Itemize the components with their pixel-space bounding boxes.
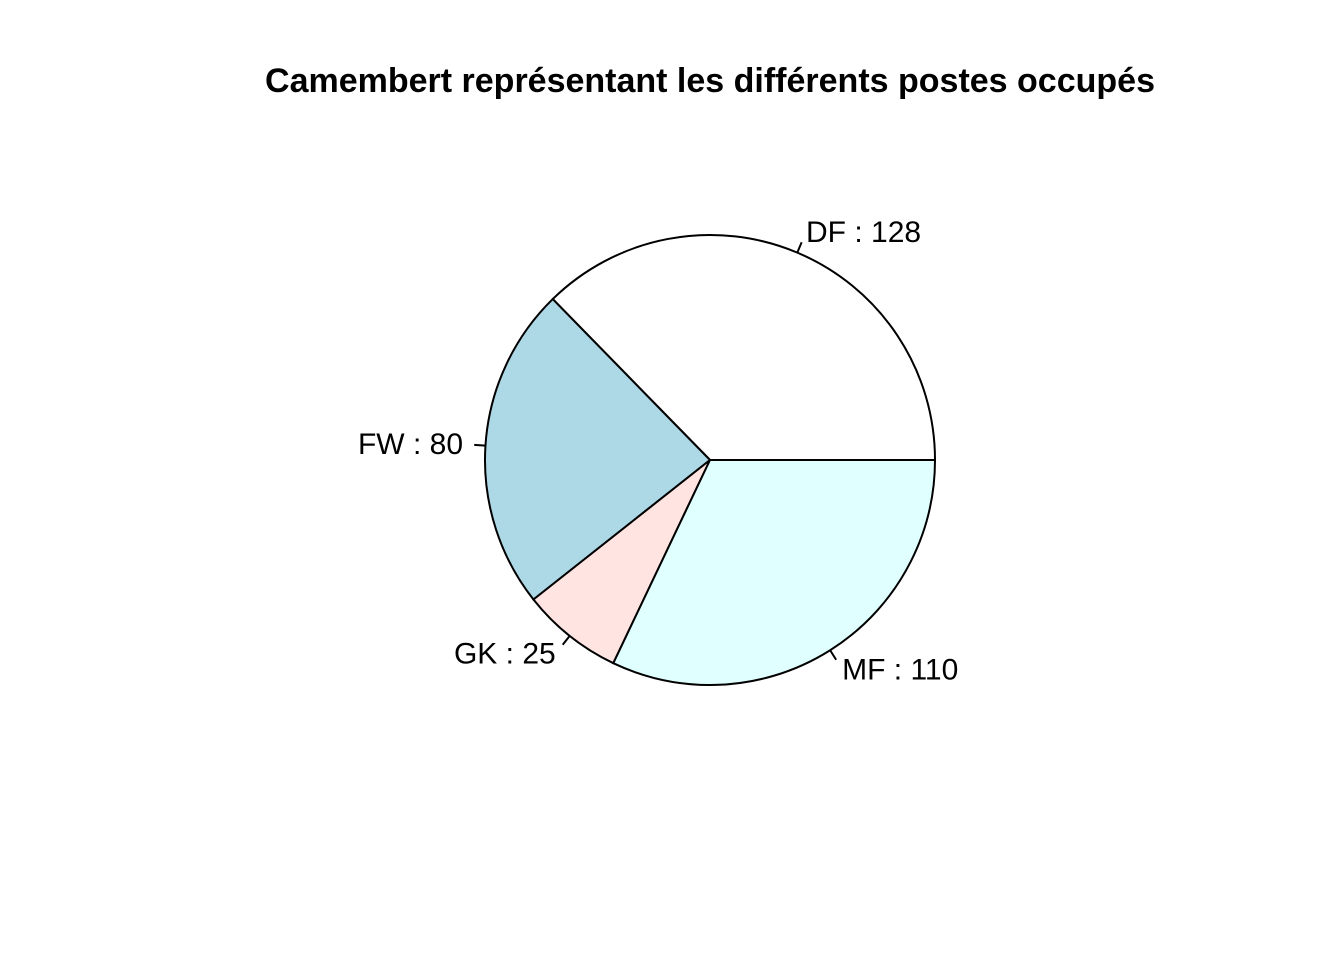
leader-line-mf [829, 649, 837, 661]
slice-label-mf: MF : 110 [842, 653, 958, 686]
pie-slice-fw [484, 297, 712, 601]
pie-labels: DF : 128 FW : 80 GK : 25 MF : 110 [358, 216, 958, 686]
slice-label-df: DF : 128 [806, 216, 921, 249]
leader-line-df [796, 241, 803, 254]
slice-label-gk: GK : 25 [454, 638, 556, 671]
slice-label-fw: FW : 80 [358, 428, 463, 461]
pie-slices [484, 234, 937, 686]
leader-line-fw [474, 443, 486, 447]
pie-slice-gk [532, 459, 711, 665]
chart-title: Camembert représentant les différents po… [265, 62, 1155, 100]
pie-slice-df [551, 234, 937, 461]
leader-line-gk [561, 635, 571, 646]
pie-slice-mf [611, 459, 937, 686]
